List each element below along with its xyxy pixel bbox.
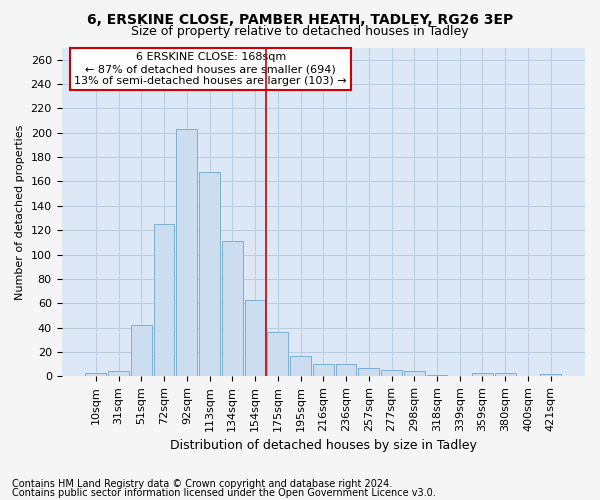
Bar (495, 372, 516, 376)
Bar (313, 364, 334, 376)
Bar (290, 356, 311, 376)
Bar (268, 332, 288, 376)
Bar (427, 375, 448, 376)
Bar (358, 368, 379, 376)
Bar (222, 241, 243, 376)
Bar (381, 370, 402, 376)
Bar (108, 372, 129, 376)
Bar (199, 172, 220, 376)
Bar (472, 372, 493, 376)
Text: 6 ERSKINE CLOSE: 168sqm
← 87% of detached houses are smaller (694)
13% of semi-d: 6 ERSKINE CLOSE: 168sqm ← 87% of detache… (74, 52, 347, 86)
Text: Size of property relative to detached houses in Tadley: Size of property relative to detached ho… (131, 25, 469, 38)
Text: Contains HM Land Registry data © Crown copyright and database right 2024.: Contains HM Land Registry data © Crown c… (12, 479, 392, 489)
Y-axis label: Number of detached properties: Number of detached properties (15, 124, 25, 300)
Bar (85, 372, 106, 376)
Text: 6, ERSKINE CLOSE, PAMBER HEATH, TADLEY, RG26 3EP: 6, ERSKINE CLOSE, PAMBER HEATH, TADLEY, … (87, 12, 513, 26)
X-axis label: Distribution of detached houses by size in Tadley: Distribution of detached houses by size … (170, 440, 477, 452)
Bar (335, 364, 356, 376)
Bar (404, 372, 425, 376)
Bar (131, 325, 152, 376)
Bar (540, 374, 561, 376)
Bar (154, 224, 175, 376)
Text: Contains public sector information licensed under the Open Government Licence v3: Contains public sector information licen… (12, 488, 436, 498)
Bar (245, 300, 265, 376)
Bar (176, 129, 197, 376)
